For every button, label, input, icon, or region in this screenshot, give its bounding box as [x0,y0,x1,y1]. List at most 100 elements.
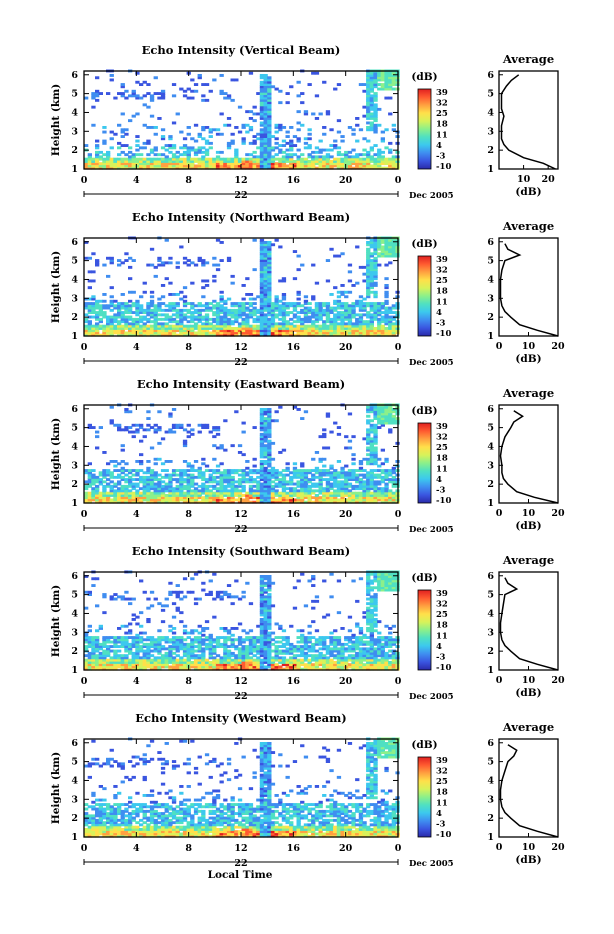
heatmap-cell [293,483,297,486]
heatmap-cell [150,126,154,129]
heatmap-cell [113,489,117,492]
heatmap-cell [351,149,355,152]
heatmap-cell [205,261,209,264]
date-label: Dec 2005 [409,191,454,201]
heatmap-cell [190,489,194,492]
heatmap-cell [150,309,154,312]
heatmap-cell [384,458,388,461]
heatmap-cell [183,440,187,443]
heatmap-cell [362,137,366,140]
heatmap-cell [190,261,194,264]
heatmap-cell [216,268,220,271]
heatmap-cell [264,444,268,447]
heatmap-cell [121,325,125,328]
profile-y-tick-label: 1 [487,498,494,509]
heatmap-cell [201,582,205,585]
heatmap-cell [289,85,293,88]
heatmap-cell [377,108,381,111]
heatmap-cell [384,128,388,131]
heatmap-cell [278,101,282,104]
y-tick-label: 5 [71,256,78,267]
heatmap-cell [282,126,286,129]
heatmap-cell [132,302,136,305]
heatmap-cell [212,492,216,495]
heatmap-cell [348,280,352,283]
heatmap-cell [253,485,257,488]
heatmap-cell [333,489,337,492]
heatmap-cell [128,629,132,632]
heatmap-cell [143,158,147,161]
heatmap-cell [201,634,205,637]
colorbar-tick-label: 25 [436,443,448,453]
heatmap-cell [333,140,337,143]
heatmap-cell [253,113,257,116]
heatmap-cell [110,300,114,303]
heatmap-cell [124,144,128,147]
heatmap-cell [373,282,377,285]
heatmap-cell [121,293,125,296]
heatmap-cell [161,604,165,607]
heatmap-cell [194,304,198,307]
heatmap-cell [289,311,293,314]
heatmap-cell [275,483,279,486]
heatmap-cell [388,142,392,145]
heatmap-cell [179,291,183,294]
heatmap-cell [154,92,158,95]
x-tick-label: 20 [339,175,353,186]
heatmap-cell [242,629,246,632]
heatmap-cell [260,408,264,411]
profile-x-tick-label: 10 [522,508,536,519]
heatmap-cell [161,261,165,264]
heatmap-cell [183,638,187,641]
heatmap-cell [161,437,165,440]
heatmap-cell [150,248,154,251]
x-tick-label: 0 [395,509,402,520]
heatmap-cell [234,627,238,630]
heatmap-cell [234,638,238,641]
heatmap-cell [286,131,290,134]
heatmap-cell [366,140,370,143]
heatmap-cell [355,474,359,477]
heatmap-cell [113,636,117,639]
heatmap-cell [362,83,366,86]
heatmap-cell [253,239,257,242]
heatmap-cell [165,469,169,472]
heatmap-cell [231,99,235,102]
heatmap-cell [110,636,114,639]
heatmap-cell [179,88,183,91]
heatmap-cell [337,426,341,429]
colorbar [418,423,431,503]
heatmap-cell [183,286,187,289]
heatmap-cell [205,99,209,102]
heatmap-cell [176,113,180,116]
heatmap-cell [205,302,209,305]
heatmap-cell [297,255,301,258]
heatmap-cell [308,302,312,305]
heatmap-cell [205,478,209,481]
heatmap-cell [161,90,165,93]
heatmap-cell [271,146,275,149]
heatmap-cell [150,300,154,303]
heatmap-cell [315,302,319,305]
heatmap-cell [88,257,92,260]
heatmap-cell [102,158,106,161]
heatmap-cell [172,632,176,635]
heatmap-cell [304,295,308,298]
colorbar-unit: (dB) [411,71,437,83]
heatmap-cell [223,469,227,472]
heatmap-cell [183,158,187,161]
colorbar-tick-label: 25 [436,276,448,286]
heatmap-cell [366,415,370,418]
heatmap-cell [337,146,341,149]
heatmap-cell [289,487,293,490]
heatmap-cell [271,442,275,445]
heatmap-cell [124,408,128,411]
heatmap-cell [220,259,224,262]
heatmap-cell [161,654,165,657]
heatmap-cell [362,90,366,93]
heatmap-cell [373,327,377,330]
heatmap-cell [234,485,238,488]
heatmap-cell [194,264,198,267]
heatmap-cell [329,144,333,147]
heatmap-cell [172,325,176,328]
